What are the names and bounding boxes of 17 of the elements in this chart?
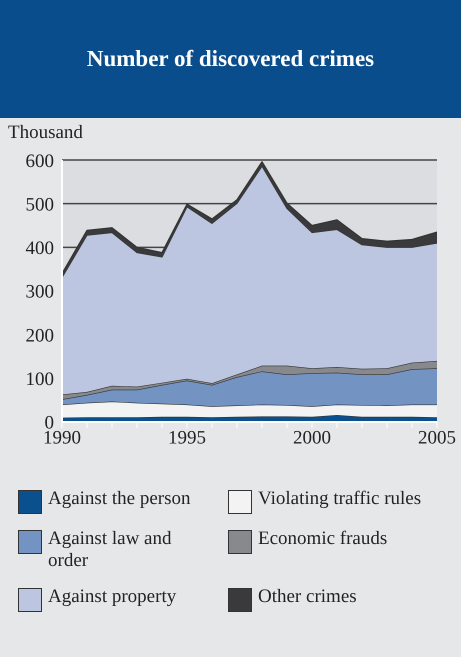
legend-label: Against law and order xyxy=(48,528,172,572)
y-tick-label: 100 xyxy=(26,369,54,390)
y-tick-label: 500 xyxy=(26,194,54,216)
y-tick-label: 300 xyxy=(26,282,54,303)
y-tick-label: 400 xyxy=(26,238,54,260)
legend-label: Against property xyxy=(48,586,178,608)
x-tick-label: 2000 xyxy=(293,427,331,448)
legend-label: Other crimes xyxy=(258,586,358,608)
x-tick-label: 2005 xyxy=(418,427,456,448)
y-tick-label: 200 xyxy=(26,325,54,346)
legend-label: Against the person xyxy=(48,488,192,510)
y-tick-label: 600 xyxy=(26,150,54,172)
chart-title: Number of discovered crimes xyxy=(86,46,374,72)
legend-label: Economic frauds xyxy=(258,528,388,550)
legend-label: Violating traffic rules xyxy=(258,488,422,510)
y-axis-title: Thousand xyxy=(8,122,83,143)
x-tick-label: 1995 xyxy=(168,427,206,448)
